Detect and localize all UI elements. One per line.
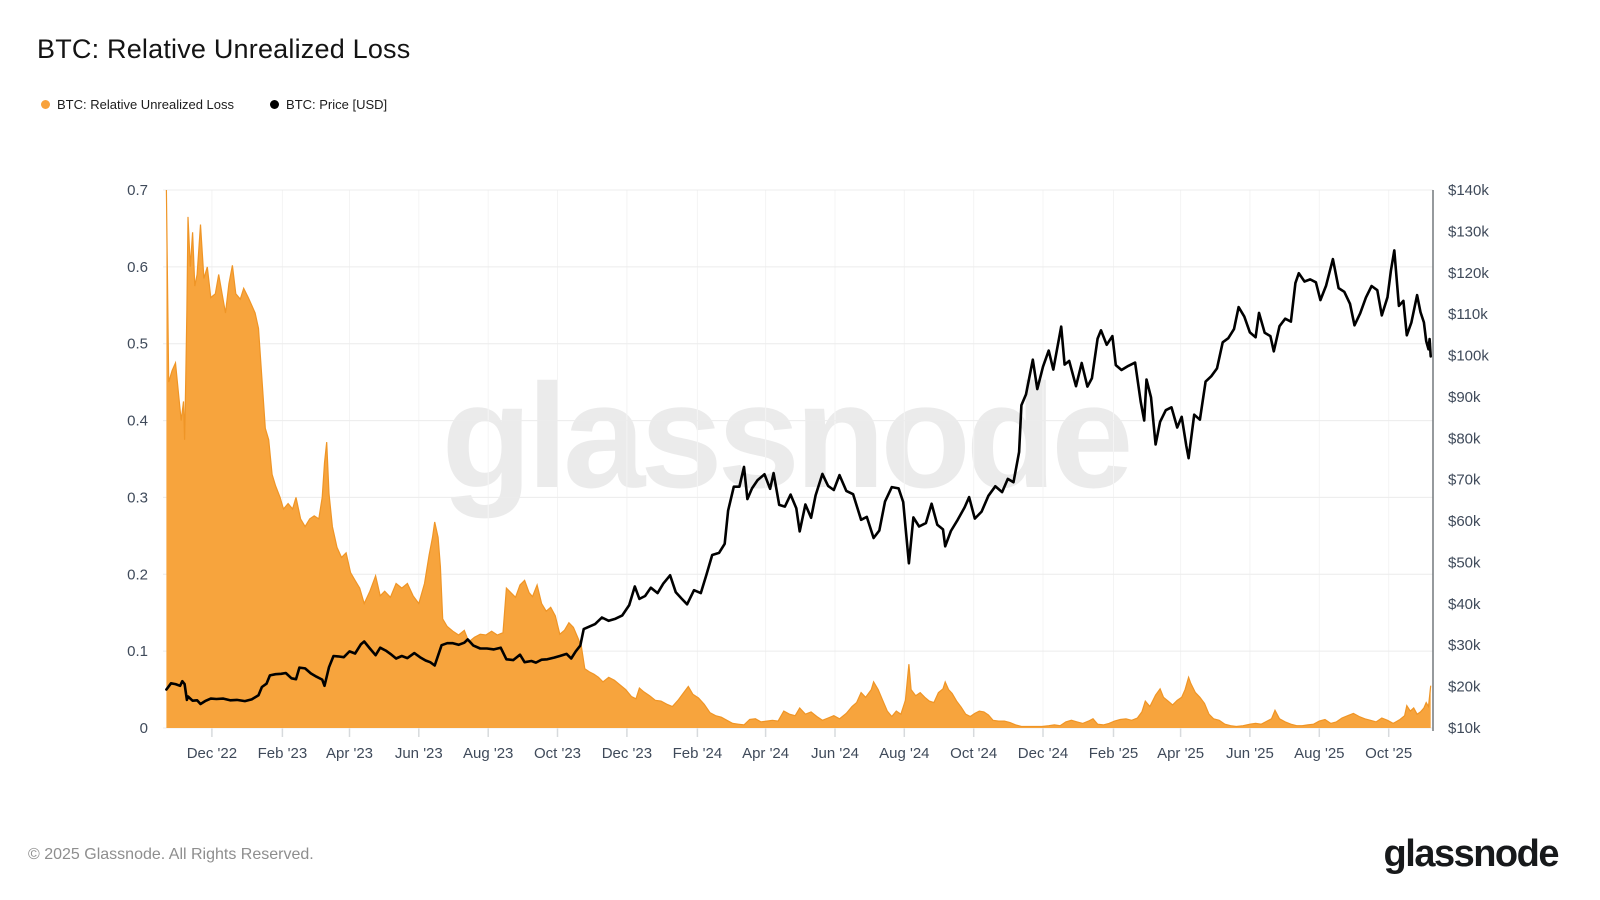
- svg-text:$110k: $110k: [1448, 306, 1488, 323]
- svg-text:0.1: 0.1: [127, 643, 148, 660]
- svg-text:0.4: 0.4: [127, 413, 148, 430]
- svg-text:$10k: $10k: [1448, 720, 1481, 737]
- svg-text:$90k: $90k: [1448, 389, 1481, 406]
- svg-text:$100k: $100k: [1448, 348, 1489, 365]
- svg-text:$60k: $60k: [1448, 513, 1481, 530]
- svg-text:Oct '23: Oct '23: [534, 745, 581, 762]
- legend: BTC: Relative Unrealized Loss BTC: Price…: [41, 97, 387, 112]
- svg-text:Aug '24: Aug '24: [879, 745, 929, 762]
- svg-text:Jun '24: Jun '24: [811, 745, 859, 762]
- svg-text:Dec '22: Dec '22: [187, 745, 237, 762]
- legend-item-price-usd[interactable]: BTC: Price [USD]: [270, 97, 387, 112]
- svg-text:Dec '24: Dec '24: [1018, 745, 1068, 762]
- svg-text:Aug '23: Aug '23: [463, 745, 513, 762]
- legend-label: BTC: Relative Unrealized Loss: [57, 97, 235, 112]
- svg-text:0.6: 0.6: [127, 259, 148, 276]
- copyright-text: © 2025 Glassnode. All Rights Reserved.: [28, 846, 314, 863]
- svg-text:0.7: 0.7: [127, 182, 148, 199]
- svg-text:Jun '23: Jun '23: [395, 745, 443, 762]
- svg-text:$80k: $80k: [1448, 430, 1481, 447]
- svg-text:0.3: 0.3: [127, 489, 148, 506]
- page-title: BTC: Relative Unrealized Loss: [37, 34, 411, 64]
- svg-text:Feb '24: Feb '24: [673, 745, 723, 762]
- svg-text:Jun '25: Jun '25: [1226, 745, 1274, 762]
- svg-text:0: 0: [140, 720, 148, 737]
- glassnode-logo: glassnode: [1383, 833, 1560, 875]
- svg-text:$130k: $130k: [1448, 223, 1489, 240]
- svg-text:$140k: $140k: [1448, 182, 1489, 199]
- svg-text:0.2: 0.2: [127, 566, 148, 583]
- svg-text:Apr '25: Apr '25: [1157, 745, 1204, 762]
- svg-text:Feb '25: Feb '25: [1089, 745, 1139, 762]
- svg-text:$40k: $40k: [1448, 596, 1481, 613]
- svg-text:$50k: $50k: [1448, 555, 1481, 572]
- svg-text:$30k: $30k: [1448, 637, 1481, 654]
- legend-dot-black-icon: [270, 100, 280, 109]
- svg-text:$120k: $120k: [1448, 265, 1489, 282]
- svg-text:Dec '23: Dec '23: [602, 745, 652, 762]
- svg-text:$20k: $20k: [1448, 679, 1481, 696]
- svg-text:Apr '23: Apr '23: [326, 745, 373, 762]
- legend-item-relative-unrealized-loss[interactable]: BTC: Relative Unrealized Loss: [41, 97, 234, 112]
- svg-text:Aug '25: Aug '25: [1294, 745, 1344, 762]
- legend-dot-orange-icon: [41, 100, 50, 109]
- legend-label: BTC: Price [USD]: [286, 97, 388, 112]
- svg-text:Feb '23: Feb '23: [258, 745, 308, 762]
- svg-text:Oct '25: Oct '25: [1365, 745, 1412, 762]
- svg-text:$70k: $70k: [1448, 472, 1481, 489]
- svg-text:Apr '24: Apr '24: [742, 745, 789, 762]
- svg-text:Oct '24: Oct '24: [950, 745, 997, 762]
- glassnode-watermark: glassnode: [441, 354, 1134, 519]
- svg-text:0.5: 0.5: [127, 336, 148, 353]
